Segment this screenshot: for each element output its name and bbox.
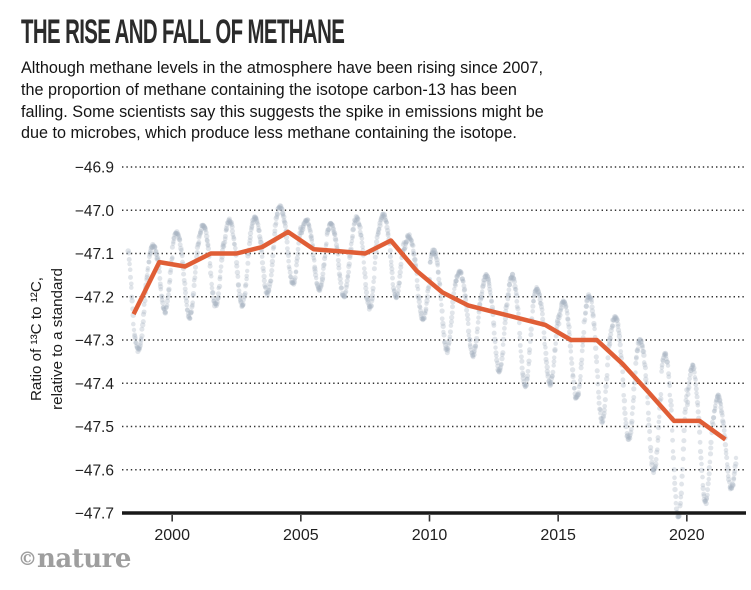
y-tick-label: −47.5	[75, 419, 114, 436]
scatter-series	[125, 203, 739, 520]
x-axis	[122, 511, 746, 522]
y-tick-label: −47.3	[75, 333, 114, 350]
trend-line	[131, 229, 727, 442]
y-tick-label: −47.7	[75, 506, 114, 523]
y-tick-label: −47.6	[75, 462, 114, 479]
nature-logo: ©nature	[18, 544, 131, 574]
y-tick-labels: −46.9 −47.0 −47.1 −47.2 −47.3 −47.4 −47.5 −47.6…	[75, 160, 115, 523]
subtitle-line: due to microbes, which produce less meth…	[21, 124, 517, 143]
x-tick-labels: 2000 2005 2010 2015 2020	[154, 527, 704, 544]
y-gridlines	[122, 166, 746, 471]
subtitle-line: the proportion of methane containing the…	[21, 80, 517, 99]
copyright-symbol: ©	[18, 548, 37, 570]
y-axis-title: Ratio of ¹³C to ¹²C, relative to a stand…	[26, 239, 68, 439]
x-tick-label: 2010	[412, 527, 448, 544]
x-tick-label: 2020	[669, 527, 705, 544]
y-tick-label: −47.0	[75, 203, 115, 220]
y-tick-label: −46.9	[75, 160, 114, 177]
y-tick-label: −47.2	[75, 289, 114, 306]
y-tick-label: −47.4	[75, 376, 115, 393]
chart-subtitle: Although methane levels in the atmospher…	[21, 58, 544, 145]
page-title: THE RISE AND FALL OF METHANE	[21, 13, 345, 51]
y-axis-title-line2: relative to a standard	[49, 268, 66, 410]
x-tick-label: 2005	[283, 527, 319, 544]
subtitle-line: Although methane levels in the atmospher…	[21, 59, 543, 77]
y-tick-label: −47.1	[75, 246, 114, 263]
brand-name: nature	[37, 544, 131, 574]
y-axis-title-line1: Ratio of ¹³C to ¹²C,	[28, 276, 45, 402]
x-tick-label: 2015	[540, 527, 576, 544]
subtitle-line: falling. Some scientists say this sugges…	[21, 102, 544, 121]
x-tick-label: 2000	[154, 527, 190, 544]
